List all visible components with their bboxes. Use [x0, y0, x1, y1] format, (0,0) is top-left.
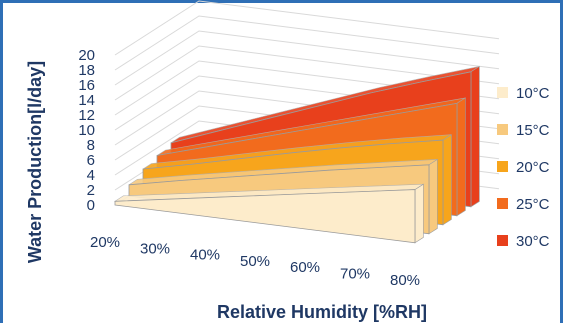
legend-label: 15°C [516, 122, 550, 139]
legend-swatch [497, 235, 508, 246]
y-tick-label: 0 [87, 197, 95, 214]
x-axis-title: Relative Humidity [%RH] [217, 302, 427, 322]
y-tick-label: 18 [78, 62, 95, 79]
y-tick-label: 8 [87, 137, 95, 154]
x-tick-label: 70% [340, 266, 370, 283]
series-area [114, 189, 416, 244]
legend-swatch [497, 198, 508, 209]
y-axis-title: Water Production[l/day] [25, 61, 45, 263]
legend-swatch [497, 161, 508, 172]
y-tick-label: 2 [87, 182, 95, 199]
series-end-face [442, 134, 452, 226]
gridline [114, 0, 500, 56]
series-1 [113, 183, 425, 244]
series-end-face [456, 97, 466, 217]
series-end-face [414, 183, 424, 244]
gridline [114, 45, 500, 101]
gridline [114, 30, 500, 86]
series-end-face [470, 65, 480, 208]
x-tick-label: 80% [390, 272, 420, 289]
legend-label: 20°C [516, 159, 550, 176]
legend-swatch [497, 124, 508, 135]
legend-label: 30°C [516, 233, 550, 250]
legend-label: 10°C [516, 85, 550, 102]
y-tick-label: 4 [87, 167, 95, 184]
x-tick-label: 30% [140, 240, 170, 257]
x-tick-label: 20% [90, 234, 120, 251]
y-tick-label: 16 [78, 77, 95, 94]
legend-label: 25°C [516, 196, 550, 213]
gridline [114, 15, 500, 71]
legend: 10°C 15°C 20°C 25°C 30°C [497, 85, 550, 250]
x-tick-label: 40% [190, 247, 220, 264]
y-tick-label: 12 [78, 107, 95, 124]
x-tick-label: 60% [290, 259, 320, 276]
y-tick-label: 6 [87, 152, 95, 169]
x-tick-label: 50% [240, 253, 270, 270]
legend-swatch [497, 87, 508, 98]
series-layer [113, 65, 480, 244]
x-ticks: 20% 30% 40% 50% 60% 70% 80% [90, 234, 420, 289]
y-tick-label: 14 [78, 92, 95, 109]
y-tick-label: 20 [78, 47, 95, 64]
series-end-face [428, 158, 438, 235]
y-tick-label: 10 [78, 122, 95, 139]
